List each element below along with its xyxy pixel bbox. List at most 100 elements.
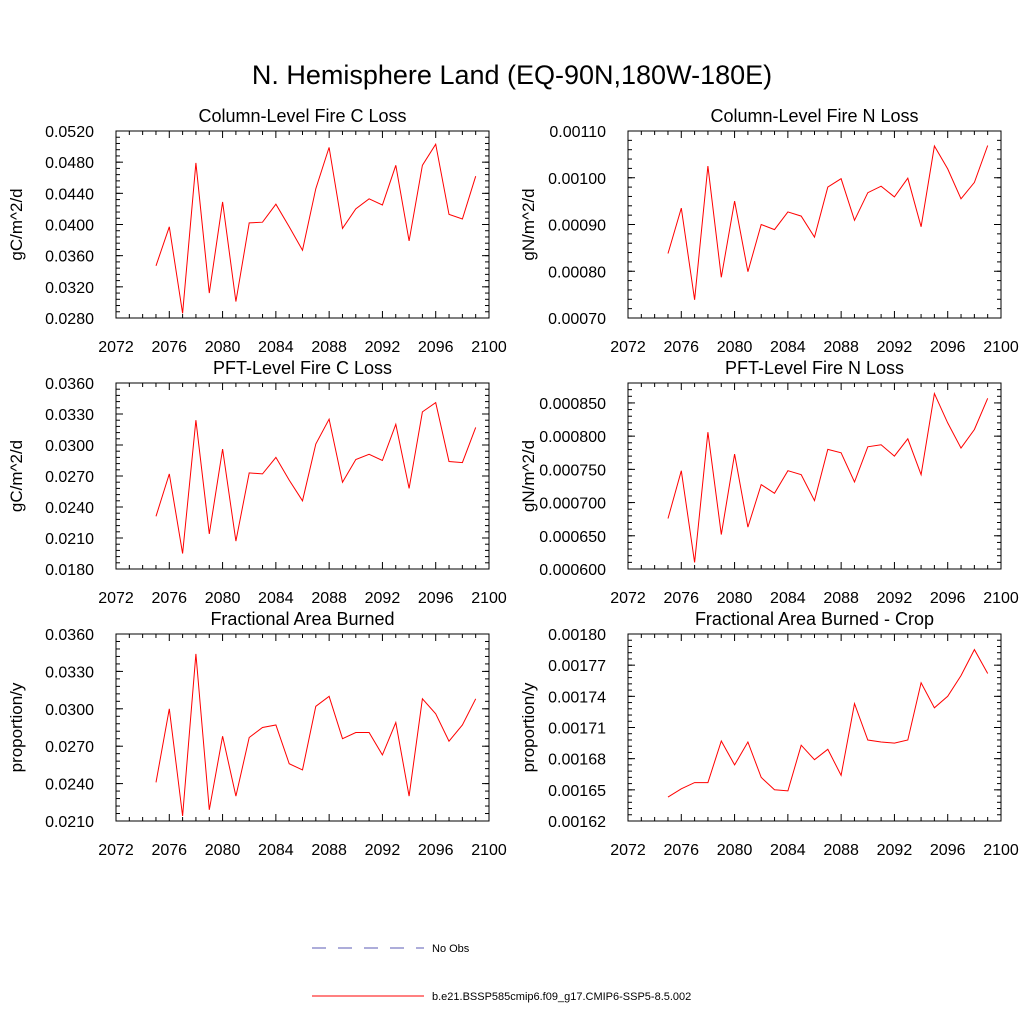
legend-label-model: b.e21.BSSP585cmip6.f09_g17.CMIP6-SSP5-8.… — [432, 991, 691, 1003]
y-tick-label: 0.0240 — [45, 777, 94, 794]
y-tick-label: 0.0360 — [45, 376, 94, 393]
plot-frame — [627, 382, 1002, 570]
y-tick-label: 0.0480 — [45, 155, 94, 172]
y-tick-label: 0.00080 — [548, 264, 606, 281]
y-axis-label: proportion/y — [519, 682, 538, 772]
y-tick-label: 0.0210 — [45, 814, 94, 831]
y-tick-label: 0.00171 — [548, 721, 606, 738]
y-tick-label: 0.0520 — [45, 124, 94, 141]
y-axis-label: gN/m^2/d — [519, 440, 538, 512]
main-title: N. Hemisphere Land (EQ-90N,180W-180E) — [252, 60, 772, 90]
y-tick-label: 0.00110 — [549, 124, 606, 141]
x-tick-label: 2084 — [770, 842, 806, 859]
series-line — [667, 391, 989, 563]
y-tick-label: 0.0320 — [45, 280, 94, 297]
chart-panel-1: Column-Level Fire C Loss gC/m^2/d 2072 2076… — [7, 106, 507, 356]
y-tick-label: 0.00174 — [548, 689, 606, 706]
plot-frame — [115, 130, 490, 319]
x-tick-label: 2100 — [471, 590, 507, 607]
x-tick-label: 2100 — [983, 339, 1019, 356]
x-tick-label: 2096 — [418, 590, 454, 607]
x-tick-label: 2096 — [418, 842, 454, 859]
panel-title: PFT-Level Fire C Loss — [213, 358, 392, 378]
x-tick-label: 2076 — [663, 590, 699, 607]
x-tick-label: 2076 — [151, 339, 187, 356]
x-tick-label: 2092 — [365, 842, 401, 859]
chart-panel-3: PFT-Level Fire C Loss gC/m^2/d 2072 2076 208… — [7, 358, 507, 607]
x-tick-label: 2100 — [983, 842, 1019, 859]
y-tick-label: 0.0360 — [45, 627, 94, 644]
x-tick-label: 2092 — [365, 590, 401, 607]
y-tick-label: 0.000700 — [539, 496, 606, 513]
x-tick-label: 2092 — [877, 590, 913, 607]
plot-frame — [627, 633, 1002, 822]
y-tick-label: 0.00168 — [548, 752, 606, 769]
y-axis-label: gC/m^2/d — [7, 188, 26, 260]
chart-panel-2: Column-Level Fire N Loss gN/m^2/d 2072 2076… — [519, 106, 1019, 356]
x-tick-label: 2080 — [205, 590, 241, 607]
panel-title: Column-Level Fire C Loss — [198, 106, 406, 126]
y-tick-label: 0.00177 — [548, 658, 606, 675]
x-tick-label: 2096 — [930, 339, 966, 356]
y-tick-label: 0.00070 — [548, 311, 606, 328]
chart-panel-4: PFT-Level Fire N Loss gN/m^2/d 2072 2076 208… — [519, 358, 1019, 607]
y-tick-label: 0.0240 — [45, 500, 94, 517]
x-tick-label: 2088 — [823, 842, 859, 859]
x-tick-label: 2096 — [930, 842, 966, 859]
series-line — [155, 653, 477, 817]
x-tick-label: 2080 — [717, 590, 753, 607]
y-axis-label: gN/m^2/d — [519, 188, 538, 260]
x-tick-label: 2076 — [151, 590, 187, 607]
y-axis-label: proportion/y — [7, 682, 26, 772]
x-tick-label: 2080 — [717, 842, 753, 859]
y-tick-label: 0.0300 — [45, 438, 94, 455]
x-tick-label: 2072 — [98, 590, 134, 607]
x-tick-label: 2088 — [311, 339, 347, 356]
chart-panel-6: Fractional Area Burned - Crop proportion/… — [519, 609, 1019, 859]
x-tick-label: 2100 — [471, 842, 507, 859]
x-tick-label: 2076 — [663, 339, 699, 356]
y-tick-label: 0.000850 — [539, 396, 606, 413]
y-tick-label: 0.0360 — [45, 249, 94, 266]
x-tick-label: 2100 — [983, 590, 1019, 607]
y-tick-label: 0.0280 — [45, 311, 94, 328]
y-tick-label: 0.00180 — [548, 627, 606, 644]
y-tick-label: 0.0180 — [45, 562, 94, 579]
x-tick-label: 2100 — [471, 339, 507, 356]
x-tick-label: 2084 — [258, 339, 294, 356]
legend-label-obs: No Obs — [432, 943, 470, 955]
x-tick-label: 2080 — [717, 339, 753, 356]
series-line — [667, 144, 989, 300]
y-tick-label: 0.00162 — [548, 814, 606, 831]
series-line — [155, 142, 477, 314]
x-tick-label: 2088 — [311, 842, 347, 859]
y-tick-label: 0.0330 — [45, 407, 94, 424]
x-tick-label: 2072 — [98, 842, 134, 859]
x-tick-label: 2072 — [610, 590, 646, 607]
x-tick-label: 2096 — [418, 339, 454, 356]
panel-title: Fractional Area Burned - Crop — [695, 609, 934, 629]
y-tick-label: 0.0400 — [45, 218, 94, 235]
y-axis-label: gC/m^2/d — [7, 440, 26, 512]
x-tick-label: 2092 — [877, 842, 913, 859]
x-tick-label: 2072 — [610, 842, 646, 859]
y-tick-label: 0.0300 — [45, 702, 94, 719]
x-tick-label: 2072 — [98, 339, 134, 356]
x-tick-label: 2092 — [365, 339, 401, 356]
y-tick-label: 0.00090 — [548, 218, 606, 235]
x-tick-label: 2088 — [823, 590, 859, 607]
panel-title: Column-Level Fire N Loss — [710, 106, 918, 126]
x-tick-label: 2080 — [205, 842, 241, 859]
panel-title: PFT-Level Fire N Loss — [725, 358, 904, 378]
x-tick-label: 2088 — [311, 590, 347, 607]
plot-frame — [115, 382, 490, 570]
panel-title: Fractional Area Burned — [210, 609, 394, 629]
y-tick-label: 0.00165 — [548, 783, 606, 800]
y-tick-label: 0.0440 — [45, 186, 94, 203]
y-tick-label: 0.00100 — [548, 171, 606, 188]
legend: No Obs b.e21.BSSP585cmip6.f09_g17.CMIP6-… — [312, 943, 691, 1003]
panels: Column-Level Fire C Loss gC/m^2/d 2072 2076… — [7, 106, 1019, 859]
series-line — [155, 401, 477, 554]
y-tick-label: 0.000750 — [539, 462, 606, 479]
